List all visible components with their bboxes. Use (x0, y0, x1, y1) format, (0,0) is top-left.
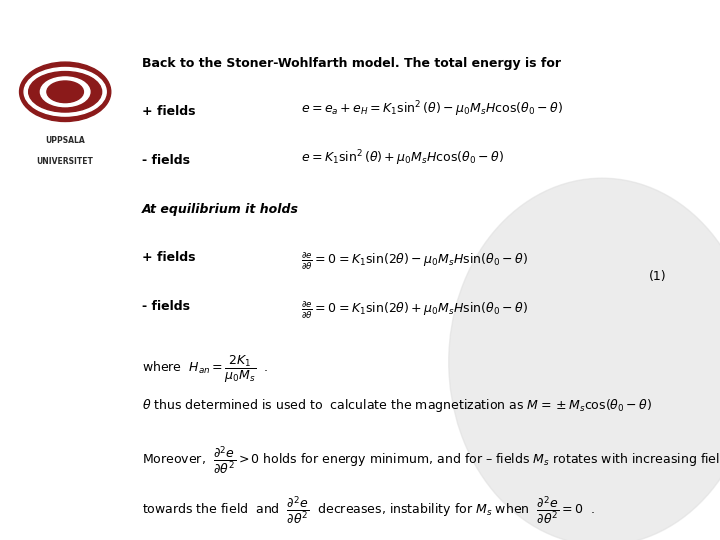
Text: where  $H_{an} = \dfrac{2K_1}{\mu_0 M_s}$  .: where $H_{an} = \dfrac{2K_1}{\mu_0 M_s}$… (142, 354, 269, 384)
Text: (1): (1) (649, 270, 667, 283)
Text: $e = e_a + e_H = K_1\sin^2(\theta) - \mu_0 M_s H \cos(\theta_0 - \theta)$: $e = e_a + e_H = K_1\sin^2(\theta) - \mu… (302, 100, 563, 119)
Ellipse shape (40, 77, 90, 107)
Text: $e = K_1\sin^2(\theta) + \mu_0 M_s H \cos(\theta_0 - \theta)$: $e = K_1\sin^2(\theta) + \mu_0 M_s H \co… (302, 148, 505, 168)
Text: Moreover,  $\dfrac{\partial^2 e}{\partial \theta^2} > 0$ holds for energy minimu: Moreover, $\dfrac{\partial^2 e}{\partial… (142, 444, 720, 476)
Text: $\frac{\partial e}{\partial \theta} = 0 = K_1\sin(2\theta) + \mu_0 M_s H \sin(\t: $\frac{\partial e}{\partial \theta} = 0 … (302, 300, 528, 321)
Text: + fields: + fields (142, 105, 196, 118)
Text: + fields: + fields (142, 251, 196, 264)
Text: towards the field  and  $\dfrac{\partial^2 e}{\partial \theta^2}$  decreases, in: towards the field and $\dfrac{\partial^2… (142, 494, 595, 526)
Text: Back to the Stoner-Wohlfarth model. The total energy is for: Back to the Stoner-Wohlfarth model. The … (142, 57, 561, 70)
Ellipse shape (29, 71, 102, 112)
Text: UPPSALA: UPPSALA (45, 136, 85, 145)
Ellipse shape (449, 178, 720, 540)
Text: $\frac{\partial e}{\partial \theta} = 0 = K_1\sin(2\theta) - \mu_0 M_s H \sin(\t: $\frac{\partial e}{\partial \theta} = 0 … (302, 251, 528, 272)
Text: At equilibrium it holds: At equilibrium it holds (142, 202, 299, 215)
Text: UNIVERSITET: UNIVERSITET (37, 158, 94, 166)
Text: $\theta$ thus determined is used to  calculate the magnetization as $M = \pm M_s: $\theta$ thus determined is used to calc… (142, 397, 652, 414)
Text: - fields: - fields (142, 300, 190, 313)
Ellipse shape (19, 62, 111, 122)
Ellipse shape (24, 68, 107, 116)
Ellipse shape (47, 81, 84, 103)
Text: - fields: - fields (142, 154, 190, 167)
